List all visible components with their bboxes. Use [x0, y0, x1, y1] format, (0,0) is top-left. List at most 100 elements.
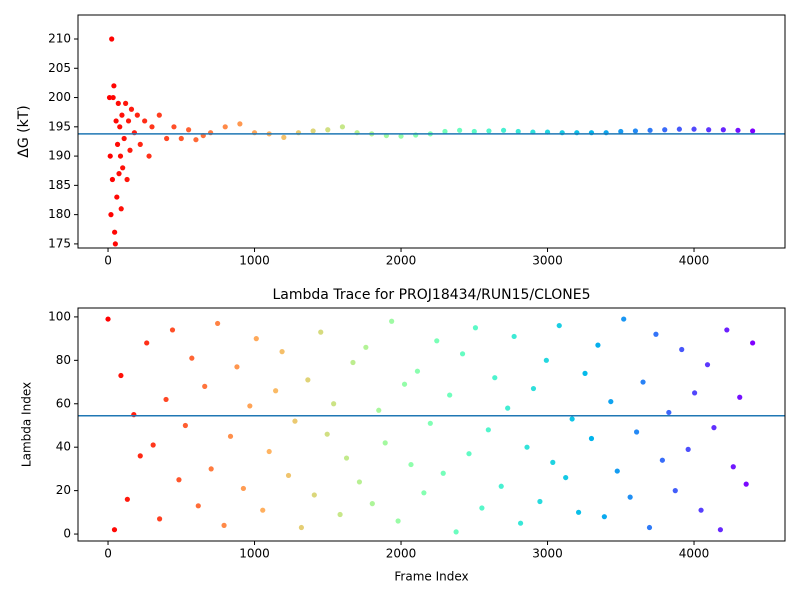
point	[376, 407, 382, 413]
point	[646, 524, 653, 531]
point	[247, 403, 253, 409]
point	[325, 127, 331, 133]
point	[106, 94, 113, 101]
point	[281, 134, 287, 140]
point	[164, 135, 170, 142]
point	[679, 346, 685, 353]
point	[691, 126, 697, 132]
point	[125, 118, 132, 124]
y-tick-label: 205	[48, 61, 71, 75]
point	[515, 128, 521, 135]
point	[105, 316, 111, 322]
point	[632, 128, 639, 134]
point	[144, 340, 150, 346]
point	[401, 381, 408, 387]
point	[109, 36, 115, 42]
point	[685, 446, 691, 452]
point	[471, 128, 477, 135]
point	[440, 470, 446, 476]
point	[112, 229, 118, 235]
point	[117, 124, 123, 130]
point	[171, 124, 177, 130]
point	[123, 100, 129, 106]
y-axis-label: ΔG (kT)	[16, 105, 32, 157]
point	[343, 455, 350, 461]
point	[111, 83, 117, 89]
point	[169, 327, 176, 333]
point	[434, 338, 440, 344]
x-tick-label: 4000	[679, 547, 710, 561]
y-tick-label: 100	[48, 309, 71, 323]
point	[459, 351, 466, 357]
point	[150, 442, 156, 448]
point	[176, 477, 182, 483]
point	[717, 527, 723, 533]
point	[149, 124, 155, 130]
point	[221, 522, 227, 528]
point	[195, 503, 201, 509]
point	[692, 390, 698, 396]
point	[363, 344, 369, 350]
point	[395, 518, 401, 524]
point	[621, 316, 627, 322]
point	[582, 370, 588, 376]
point	[292, 418, 298, 424]
y-tick-label: 0	[63, 527, 71, 541]
point	[698, 507, 704, 513]
x-tick-label: 1000	[239, 254, 270, 268]
point	[285, 472, 292, 479]
point	[537, 498, 543, 505]
point	[517, 520, 524, 526]
point	[472, 325, 479, 331]
point	[142, 118, 148, 124]
point	[398, 133, 404, 139]
point	[442, 128, 448, 135]
point	[575, 509, 582, 515]
y-axis-label: Lambda Index	[20, 382, 34, 467]
point	[337, 511, 343, 518]
point	[618, 128, 624, 135]
point	[466, 451, 472, 457]
point	[279, 349, 285, 355]
point	[743, 481, 749, 487]
point	[222, 124, 228, 130]
point	[350, 359, 356, 366]
x-tick-label: 1000	[239, 547, 270, 561]
point	[112, 241, 118, 247]
point	[305, 377, 311, 383]
point	[498, 483, 504, 489]
point	[647, 127, 653, 133]
point	[750, 128, 756, 134]
point	[735, 127, 741, 133]
point	[485, 427, 491, 433]
point	[414, 368, 421, 374]
point	[137, 453, 143, 459]
point	[137, 141, 143, 147]
point	[124, 176, 130, 183]
point	[156, 516, 163, 522]
point	[659, 457, 665, 463]
x-tick-label: 3000	[532, 547, 563, 561]
point	[134, 112, 140, 118]
point	[208, 466, 214, 472]
point	[608, 398, 614, 405]
point	[121, 135, 127, 142]
point	[227, 433, 234, 439]
point	[543, 357, 549, 363]
y-tick-label: 80	[56, 353, 71, 367]
point	[119, 112, 125, 118]
point	[163, 396, 169, 403]
x-tick-label: 2000	[386, 254, 417, 268]
point	[750, 340, 756, 346]
point	[273, 388, 279, 394]
point	[156, 112, 162, 118]
point	[318, 329, 324, 335]
point	[556, 322, 562, 329]
point	[408, 461, 414, 468]
point	[266, 448, 272, 455]
x-tick-label: 4000	[679, 254, 710, 268]
point	[563, 474, 569, 481]
y-tick-label: 200	[48, 90, 71, 104]
y-tick-label: 180	[48, 207, 71, 221]
point	[111, 527, 118, 533]
